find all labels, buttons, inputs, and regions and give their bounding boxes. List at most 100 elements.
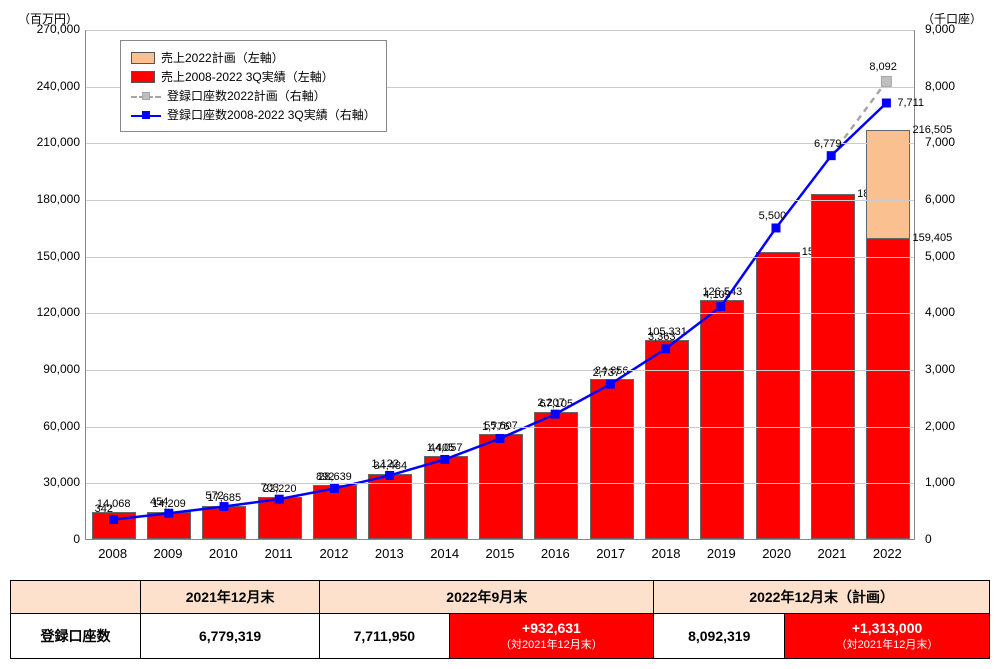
ytick-right: 9,000: [925, 22, 980, 36]
line-actual-marker: [661, 344, 670, 353]
line-actual-label: 454: [150, 496, 168, 508]
line-actual-marker: [772, 223, 781, 232]
xtick: 2020: [747, 546, 807, 561]
line-actual-label: 1,776: [482, 421, 510, 433]
table-header-row: 2021年12月末2022年9月末2022年12月末（計画）: [11, 581, 990, 614]
xtick: 2022: [857, 546, 917, 561]
table-cell-value: +1,313,000: [852, 620, 922, 636]
legend-swatch: [131, 52, 155, 64]
line-actual-marker: [882, 98, 891, 107]
line-actual-label: 4,109: [703, 289, 731, 301]
ytick-right: 0: [925, 532, 980, 546]
table-cell: 8,092,319: [654, 614, 785, 659]
xtick: 2021: [802, 546, 862, 561]
table-cell-value: 8,092,319: [688, 628, 750, 644]
xtick: 2019: [691, 546, 751, 561]
legend-label: 登録口座数2022計画（右軸）: [167, 87, 326, 104]
xtick: 2010: [193, 546, 253, 561]
line-actual-label: 2,737: [593, 367, 621, 379]
table-header-cell: 2021年12月末: [141, 581, 320, 614]
xtick: 2018: [636, 546, 696, 561]
line-actual-marker: [716, 302, 725, 311]
table-cell-value: 6,779,319: [199, 628, 261, 644]
xtick: 2012: [304, 546, 364, 561]
table-cell: +1,313,000（対2021年12月末）: [785, 614, 990, 659]
table-header-cell: 2022年9月末: [320, 581, 654, 614]
ytick-left: 270,000: [20, 22, 80, 36]
line-actual-label: 892: [316, 471, 334, 483]
line-actual-marker: [164, 509, 173, 518]
table-data-row: 登録口座数6,779,3197,711,950+932,631（対2021年12…: [11, 614, 990, 659]
line-actual-marker: [827, 151, 836, 160]
line-actual-label: 5,500: [759, 210, 787, 222]
ytick-left: 60,000: [20, 419, 80, 433]
ytick-left: 180,000: [20, 192, 80, 206]
xtick: 2015: [470, 546, 530, 561]
ytick-left: 240,000: [20, 79, 80, 93]
legend-swatch: [131, 71, 155, 83]
line-actual-label: 572: [205, 490, 223, 502]
line-plan-marker: [881, 76, 891, 86]
ytick-left: 0: [20, 532, 80, 546]
ytick-left: 150,000: [20, 249, 80, 263]
ytick-right: 1,000: [925, 475, 980, 489]
line-actual-marker: [606, 380, 615, 389]
table-cell: 7,711,950: [320, 614, 449, 659]
line-actual-marker: [385, 471, 394, 480]
legend-item: 売上2008-2022 3Q実績（左軸）: [131, 68, 376, 85]
bar-actual-label: 159,405: [912, 232, 952, 244]
legend-item: 売上2022計画（左軸）: [131, 49, 376, 66]
combo-chart: （百万円） （千口座） 14,06814,20917,68522,22028,6…: [10, 10, 990, 570]
table-cell: 6,779,319: [141, 614, 320, 659]
xtick: 2009: [138, 546, 198, 561]
line-actual-marker: [440, 455, 449, 464]
line-actual-label: 7,711: [897, 97, 924, 109]
line-actual-label: 1,405: [427, 442, 455, 454]
ytick-right: 2,000: [925, 419, 980, 433]
line-actual-label: 342: [95, 503, 113, 515]
ytick-right: 8,000: [925, 79, 980, 93]
ytick-left: 90,000: [20, 362, 80, 376]
legend-label: 売上2008-2022 3Q実績（左軸）: [161, 68, 334, 85]
legend: 売上2022計画（左軸） 売上2008-2022 3Q実績（左軸） 登録口座数202…: [120, 40, 387, 132]
legend-item: 登録口座数2022計画（右軸）: [131, 87, 376, 104]
line-actual-label: 6,779: [814, 138, 842, 150]
line-actual-label: 1,122: [371, 458, 399, 470]
line-actual-label: 2,207: [537, 397, 565, 409]
table-cell-sub: （対2021年12月末）: [454, 636, 650, 652]
ytick-right: 5,000: [925, 249, 980, 263]
legend-item: 登録口座数2008-2022 3Q実績（右軸）: [131, 106, 376, 123]
ytick-left: 30,000: [20, 475, 80, 489]
ytick-right: 6,000: [925, 192, 980, 206]
ytick-right: 4,000: [925, 305, 980, 319]
legend-line-swatch: [131, 89, 161, 103]
xtick: 2013: [359, 546, 419, 561]
line-actual-marker: [109, 515, 118, 524]
xtick: 2016: [525, 546, 585, 561]
line-plan-label: 8,092: [869, 61, 897, 73]
bar-plan-label: 216,505: [912, 124, 952, 136]
table-cell-value: 7,711,950: [354, 628, 416, 644]
line-actual-label: 703: [261, 482, 279, 494]
legend-label: 売上2022計画（左軸）: [161, 49, 284, 66]
ytick-left: 120,000: [20, 305, 80, 319]
xtick: 2017: [581, 546, 641, 561]
line-actual-marker: [496, 434, 505, 443]
line-actual-marker: [275, 495, 284, 504]
legend-label: 登録口座数2008-2022 3Q実績（右軸）: [167, 106, 376, 123]
ytick-right: 3,000: [925, 362, 980, 376]
legend-line-swatch: [131, 108, 161, 122]
table-cell: +932,631（対2021年12月末）: [449, 614, 654, 659]
ytick-right: 7,000: [925, 135, 980, 149]
line-actual-marker: [330, 484, 339, 493]
table-row-label: 登録口座数: [11, 614, 141, 659]
table-header-cell: [11, 581, 141, 614]
table-cell-value: +932,631: [522, 620, 581, 636]
xtick: 2008: [83, 546, 143, 561]
line-actual: [114, 103, 887, 520]
line-actual-marker: [220, 502, 229, 511]
line-actual-marker: [551, 410, 560, 419]
ytick-left: 210,000: [20, 135, 80, 149]
table-cell-sub: （対2021年12月末）: [789, 636, 985, 652]
xtick: 2011: [249, 546, 309, 561]
